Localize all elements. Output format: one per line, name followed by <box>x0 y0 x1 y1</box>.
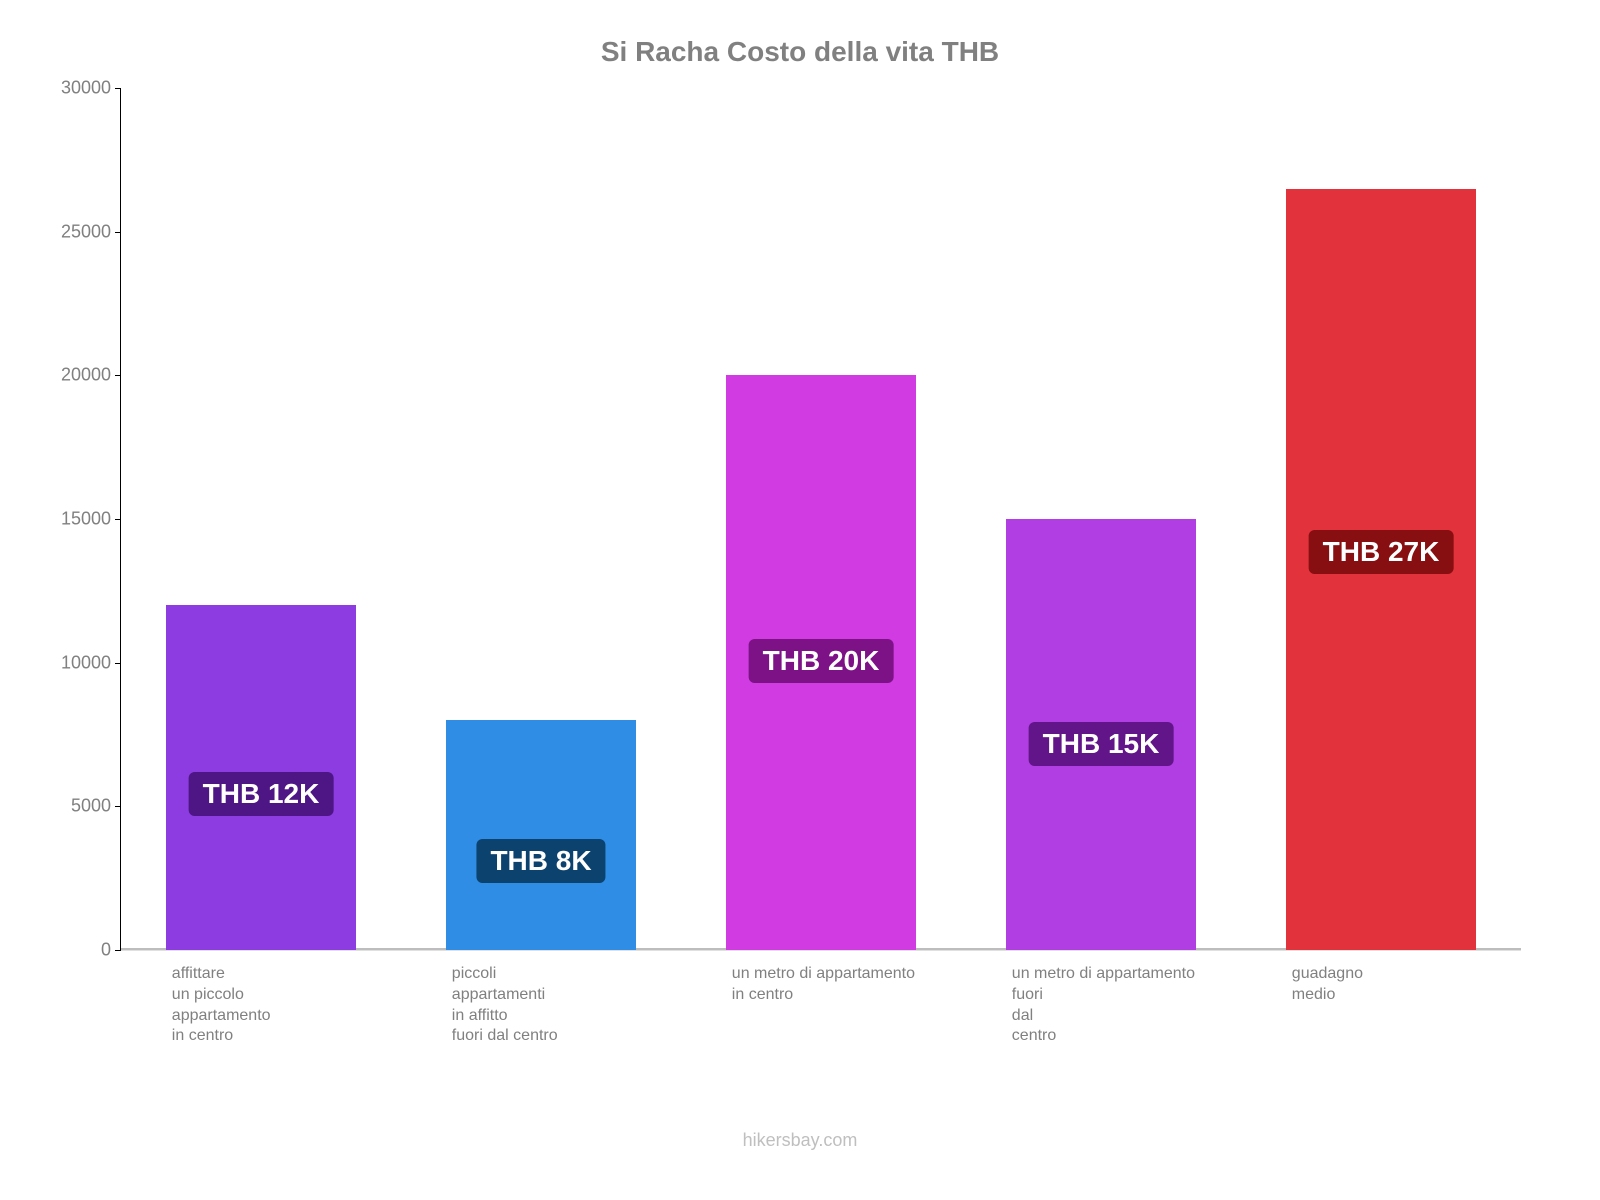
cost-of-living-chart: Si Racha Costo della vita THB 0500010000… <box>0 0 1600 1200</box>
y-tick-label: 25000 <box>61 221 121 242</box>
attribution-text: hikersbay.com <box>0 1130 1600 1151</box>
y-tick-mark <box>115 663 121 664</box>
bar <box>446 720 636 950</box>
x-category-label: un metro di appartamento fuori dal centr… <box>1012 964 1262 1047</box>
y-tick-mark <box>115 806 121 807</box>
bar-value-label: THB 15K <box>1029 722 1174 766</box>
x-category-label: un metro di appartamento in centro <box>732 964 982 1006</box>
y-tick-label: 10000 <box>61 652 121 673</box>
y-tick-label: 15000 <box>61 509 121 530</box>
bar-value-label: THB 12K <box>189 772 334 816</box>
y-tick-label: 20000 <box>61 365 121 386</box>
y-tick-mark <box>115 232 121 233</box>
y-tick-label: 5000 <box>71 796 121 817</box>
x-category-label: affittare un piccolo appartamento in cen… <box>172 964 422 1047</box>
bar-value-label: THB 20K <box>749 639 894 683</box>
plot-area: 050001000015000200002500030000THB 12Kaff… <box>120 88 1521 951</box>
x-category-label: guadagno medio <box>1292 964 1542 1006</box>
x-category-label: piccoli appartamenti in affitto fuori da… <box>452 964 702 1047</box>
chart-title: Si Racha Costo della vita THB <box>0 36 1600 68</box>
y-tick-label: 30000 <box>61 78 121 99</box>
y-tick-mark <box>115 88 121 89</box>
y-tick-mark <box>115 950 121 951</box>
y-tick-mark <box>115 519 121 520</box>
bar-value-label: THB 8K <box>476 839 605 883</box>
y-tick-mark <box>115 375 121 376</box>
bar-value-label: THB 27K <box>1309 530 1454 574</box>
